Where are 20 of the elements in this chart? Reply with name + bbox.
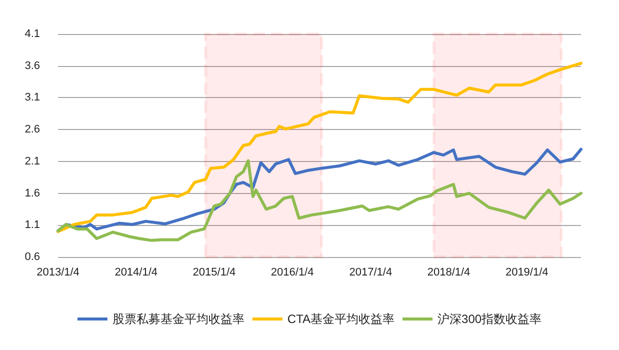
y-tick-label: 3.1 (24, 92, 40, 104)
x-tick-label: 2018/1/4 (427, 266, 470, 278)
y-tick-label: 1.1 (24, 219, 40, 232)
y-tick-label: 4.1 (24, 28, 40, 40)
x-tick-label: 2014/1/4 (114, 266, 158, 278)
y-tick-label: 2.1 (24, 155, 40, 168)
legend-label: CTA基金平均收益率 (287, 312, 395, 326)
y-tick-label: 3.6 (24, 60, 40, 72)
x-tick-label: 2019/1/4 (505, 266, 548, 278)
x-tick-label: 2017/1/4 (349, 266, 392, 278)
x-tick-label: 2016/1/4 (270, 266, 314, 278)
legend-label: 沪深300指数收益率 (438, 312, 542, 326)
y-tick-label: 2.6 (24, 124, 40, 136)
x-tick-label: 2015/1/4 (192, 266, 236, 278)
x-tick-label: 2013/1/4 (36, 266, 80, 278)
line-series (56, 159, 582, 242)
line-series (56, 62, 582, 234)
y-tick-label: 1.6 (24, 187, 40, 200)
y-tick-label: 0.6 (24, 251, 40, 263)
legend-label: 股票私募基金平均收益率 (112, 312, 244, 326)
